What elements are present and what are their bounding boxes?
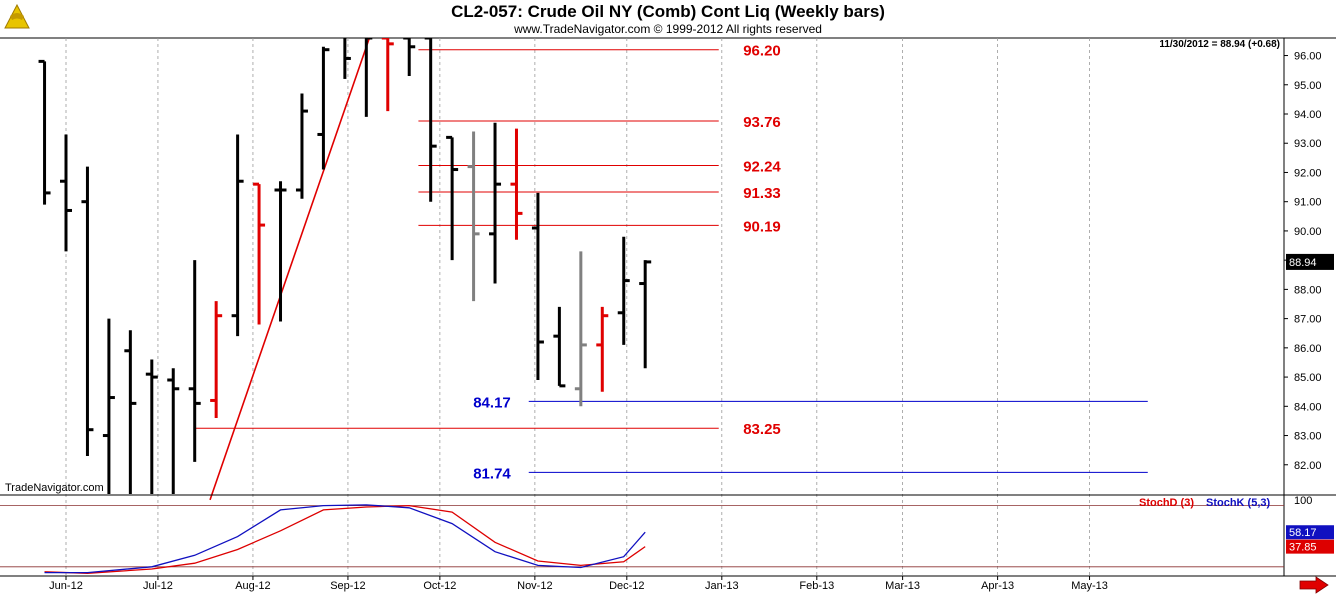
watermark: TradeNavigator.com	[5, 482, 104, 494]
retracement-label: 92.24	[743, 158, 781, 175]
ohlc-bar	[364, 38, 373, 117]
x-tick-label: Sep-12	[330, 580, 365, 592]
osc-tick-label: 100	[1294, 495, 1312, 507]
price-panel: 82.0083.0084.0085.0086.0087.0088.0089.00…	[0, 37, 1336, 576]
y-tick-label: 90.00	[1294, 226, 1322, 238]
x-tick-label: Feb-13	[799, 580, 834, 592]
y-tick-label: 82.00	[1294, 460, 1322, 472]
ohlc-bar	[553, 306, 566, 388]
y-tick-label: 86.00	[1294, 343, 1322, 355]
y-tick-label: 88.00	[1294, 284, 1322, 296]
last-price-label: 88.94	[1289, 257, 1317, 269]
scroll-right-arrow-icon[interactable]	[1299, 576, 1329, 594]
series-line-stochd	[44, 504, 646, 574]
ohlc-bar	[467, 131, 480, 302]
ohlc-bar	[38, 59, 51, 205]
price-axis-background	[1284, 38, 1336, 576]
retracement-label: 83.25	[743, 421, 781, 438]
chart-title: CL2-057: Crude Oil NY (Comb) Cont Liq (W…	[451, 2, 885, 21]
ohlc-bar	[124, 330, 137, 494]
legend-stochk: StochK (5,3)	[1206, 497, 1271, 509]
x-tick-label: Nov-12	[517, 580, 552, 592]
chart-header: CL2-057: Crude Oil NY (Comb) Cont Liq (W…	[0, 0, 1336, 38]
series-last-label: 37.85	[1289, 542, 1317, 554]
uptrend-line	[209, 37, 371, 501]
ohlc-bar	[596, 306, 609, 392]
y-tick-label: 93.00	[1294, 138, 1322, 150]
y-tick-label: 84.00	[1294, 401, 1322, 413]
ohlc-bar	[188, 260, 201, 462]
ohlc-bar	[295, 93, 308, 199]
ohlc-bar	[231, 134, 244, 337]
y-tick-label: 85.00	[1294, 372, 1322, 384]
ohlc-bar	[167, 368, 180, 494]
x-tick-label: May-13	[1071, 580, 1108, 592]
x-tick-label: Mar-13	[885, 580, 920, 592]
ohlc-bar	[210, 301, 223, 418]
x-tick-label: Jul-12	[143, 580, 173, 592]
ohlc-bar	[531, 192, 544, 380]
support-label: 81.74	[473, 465, 511, 482]
retracement-label: 90.19	[743, 218, 781, 235]
retracement-label: 96.20	[743, 43, 781, 60]
y-tick-label: 92.00	[1294, 167, 1322, 179]
ohlc-bar	[81, 166, 94, 456]
oscillator-panel: 100 StochD (3) StochK (5,3) 37.85 58.17	[0, 494, 1336, 574]
ohlc-bar	[317, 46, 330, 170]
series-last-badge	[1286, 539, 1334, 554]
x-tick-label: Oct-12	[423, 580, 456, 592]
x-tick-label: Dec-12	[609, 580, 644, 592]
ohlc-bar	[510, 128, 523, 240]
x-tick-label: Apr-13	[981, 580, 1014, 592]
chart-copyright: www.TradeNavigator.com © 1999-2012 All r…	[514, 22, 822, 36]
ohlc-bar	[253, 182, 266, 325]
ohlc-bar	[489, 122, 502, 284]
retracement-label: 93.76	[743, 114, 781, 131]
y-tick-label: 94.00	[1294, 109, 1322, 121]
ohlc-bar	[574, 251, 587, 407]
support-label: 84.17	[473, 394, 511, 411]
ohlc-bar	[102, 318, 115, 494]
y-tick-label: 95.00	[1294, 80, 1322, 92]
y-tick-label: 83.00	[1294, 431, 1322, 443]
ohlc-bar	[381, 38, 394, 112]
ohlc-bar	[60, 134, 72, 252]
series-line-stochk	[44, 504, 646, 574]
ohlc-bar	[145, 359, 158, 494]
ohlc-bar	[343, 38, 351, 79]
ohlc-bar	[403, 38, 416, 76]
legend-stochd: StochD (3)	[1139, 497, 1194, 509]
last-quote: 11/30/2012 = 88.94 (+0.68)	[1159, 39, 1280, 50]
x-tick-label: Jan-13	[705, 580, 739, 592]
ohlc-bar	[274, 181, 287, 322]
ohlc-bar	[446, 135, 459, 261]
y-tick-label: 91.00	[1294, 197, 1322, 209]
y-tick-label: 87.00	[1294, 314, 1322, 326]
x-tick-label: Aug-12	[235, 580, 270, 592]
series-last-label: 58.17	[1289, 527, 1317, 539]
bull-logo-icon	[4, 3, 30, 29]
ohlc-bar	[424, 38, 437, 202]
y-tick-label: 96.00	[1294, 51, 1322, 63]
retracement-label: 91.33	[743, 185, 781, 202]
chart-overlay	[1299, 576, 1329, 594]
x-tick-label: Jun-12	[49, 580, 83, 592]
last-price-badge	[1286, 253, 1334, 270]
ohlc-bar	[617, 236, 630, 345]
x-axis: Jun-12 Jul-12 Aug-12 Sep-12 Oct-12 Nov-12 Dec-…	[0, 575, 1336, 592]
series-last-badge	[1286, 525, 1334, 540]
ohlc-bar	[639, 260, 652, 369]
ohlc-bars	[38, 38, 652, 494]
